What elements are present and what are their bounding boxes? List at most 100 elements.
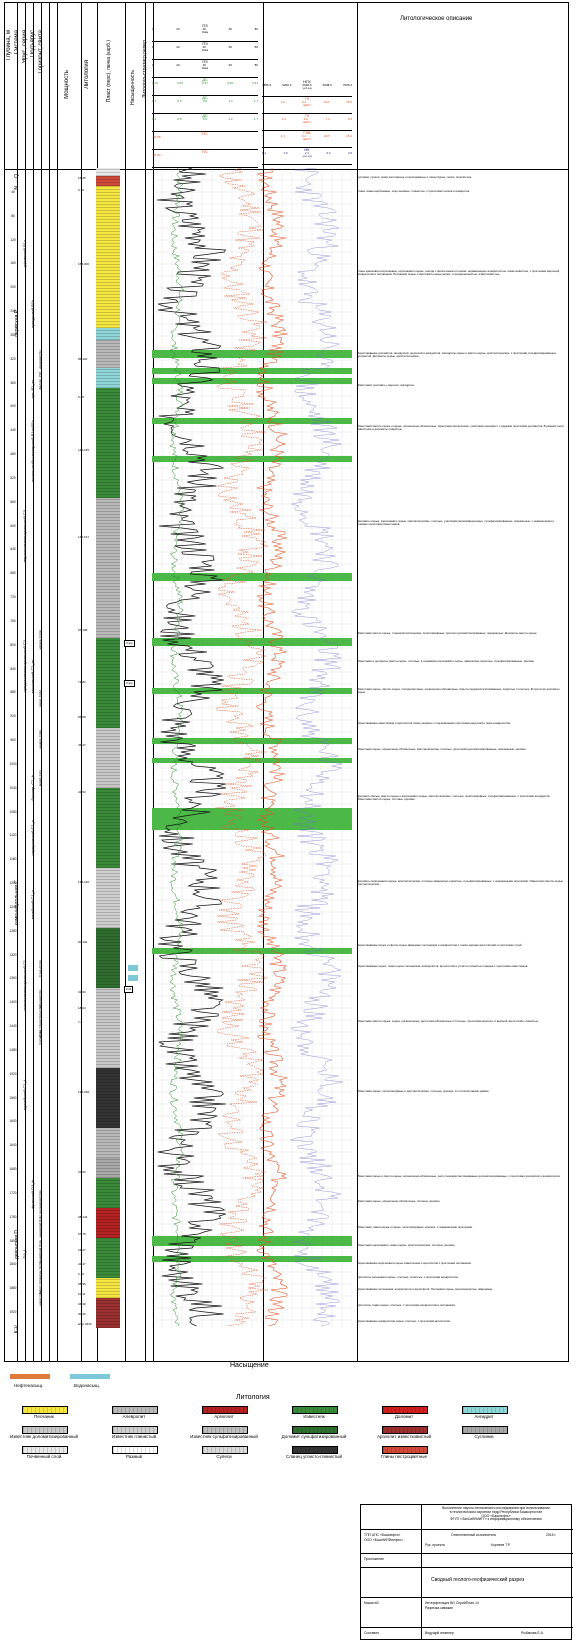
legend-swatch [112, 1426, 158, 1434]
legend-label: Почвенный слой [26, 1454, 62, 1459]
system-kv: K-V [14, 1325, 20, 1334]
thickness-label: 28-144 [78, 1215, 88, 1219]
depth-label: 680 [10, 571, 16, 576]
curve-scale-tick: 0.37 [202, 81, 208, 86]
lithology-legend-title: Литология [236, 1394, 270, 1401]
curve-scale-tick: 0 [262, 134, 264, 139]
system-dev: девонская D [14, 1230, 20, 1260]
neutron-curve [290, 168, 343, 1327]
curve-scale: 1.1 1.6 2.1 3.2 3.5 [262, 152, 352, 155]
substage-label: башкир. C2_b [30, 775, 35, 801]
curve-header-row: ГК 0 3.4 6.8 7.2 9.6 мкР/ч [262, 113, 352, 131]
col-litho-strat-title: Литолого-стратигр.репер [142, 40, 148, 99]
horizon-label: подол. C2pd [38, 690, 42, 708]
depth-label: 1400 [9, 1000, 17, 1005]
depth-label: 360 [10, 380, 16, 385]
curve-scale-tick: 3.5 [347, 151, 352, 156]
depth-label: 1000 [9, 761, 17, 766]
reservoir-tags: Сзкр [124, 680, 135, 687]
curve-scale-tick: 1.7 [253, 99, 258, 104]
curve-name: ДС [202, 113, 208, 118]
description-text: Известняки светло-серые, серые, органоге… [357, 1019, 539, 1023]
depth-label: 40 [11, 190, 15, 194]
stage-label: франский D3_fr [30, 1180, 35, 1210]
legend-label: Известняк [303, 1414, 325, 1419]
lithology-band [96, 388, 120, 498]
depth-label: 880 [10, 690, 16, 695]
stage-label: верхнекаменноугольный C3 [22, 510, 27, 563]
curve-scale-tick: 1.7 [253, 117, 258, 122]
horizon-label: филлип. P1fl [38, 372, 42, 390]
caliper-curve [169, 168, 185, 1327]
thickness-label: 138-160 [78, 880, 90, 884]
curve-name: НК [304, 147, 310, 152]
title-block: Выполнение научно-технического исследова… [360, 1504, 573, 1640]
reservoir-tag: Сзкр [124, 680, 135, 687]
horizon-label: вороб. D2vr [38, 1278, 42, 1295]
legend-label: Размыв [125, 1454, 143, 1459]
curve-scale-tick: 1.3 [228, 117, 233, 122]
curve-scale-tick: 5692.6 [302, 83, 312, 88]
col-lithology-title: Литология [84, 60, 90, 89]
curve-scale-tick: 1.6 [283, 151, 288, 156]
curve-unit: Омм [201, 66, 209, 71]
substage-label: серпуховский C1_s [30, 820, 35, 856]
legend-label: Сланец углисто-глинистый [285, 1454, 343, 1459]
description-text: Аргиллиты темно-серые, плотные, с просло… [357, 1303, 456, 1307]
legend-label: Супеси [216, 1454, 232, 1459]
reservoir-tags: Сзкр [124, 640, 135, 647]
legend-label: Глины пестроцветные [380, 1454, 428, 1459]
curve-scale-tick: 13.8 [323, 134, 330, 139]
curve-unit: мкР/ч [303, 120, 311, 125]
curve-scale-tick: 0.13 [152, 81, 158, 86]
reservoir-tag: Сзб [124, 986, 134, 993]
lithology-band [96, 638, 120, 728]
well-line-2: Разрезка скважин [425, 1606, 454, 1610]
curve-scale-tick: 18.4 [346, 100, 352, 105]
marker-bed [152, 418, 352, 424]
curve-scale-tick: 2.1 [304, 151, 310, 156]
curve-scale-tick: 80 [254, 45, 258, 50]
depth-label: 320 [10, 356, 16, 361]
water-swatch [70, 1374, 110, 1379]
legend-swatch [292, 1446, 338, 1454]
description-text: Известняки коричневато-темно-серые, крис… [357, 1243, 456, 1247]
description-text: Известняки темно-серые и серые, пелитомо… [357, 1225, 473, 1229]
name-2: Корнеев Т.Р. [491, 1543, 511, 1547]
col-thickness-title: Мощность [64, 70, 70, 99]
depth-label: 1840 [9, 1262, 17, 1267]
year: 2015 г. [546, 1533, 557, 1537]
description-text: Известняки серые, органогенно-обломочные… [357, 747, 527, 751]
description-text: Доломиты коричневато-серые, кристалличес… [357, 879, 564, 887]
legend-swatch [462, 1406, 508, 1414]
curve-unit: Омм [201, 30, 209, 35]
depth-label: 760 [10, 618, 16, 623]
depth-label: 280 [10, 332, 16, 337]
oil-swatch [10, 1374, 50, 1379]
description-text: Суглинки, супеси, пески желтоватые и кор… [357, 175, 473, 179]
legend-swatch [382, 1406, 428, 1414]
description-text: Переслаивание серых, темно-серых песчани… [357, 964, 529, 968]
sp-curve [215, 168, 269, 1327]
lithology-band [96, 1178, 120, 1208]
reservoir-tag: Сзкр [124, 640, 135, 647]
water-sat-block [128, 965, 138, 971]
col-saturation-title: Насыщенность [130, 70, 136, 106]
description-text: Известняки серые и светло-серые, органог… [357, 1174, 561, 1178]
horizon-label: пашийский D3ps [38, 1240, 42, 1264]
horizon-label: C1bb+C1rd [38, 1005, 42, 1021]
curve-scale-tick: 0.9 [202, 117, 208, 122]
description-text: Известняки светло-серые, тонкокристаллич… [357, 631, 538, 635]
depth-label: 1760 [9, 1214, 17, 1219]
description-text: Известняки, доломиты, мергели, ангидриты… [357, 383, 415, 387]
resistivity-curve [156, 168, 227, 1327]
curve-scale-tick: 0.49 [227, 81, 233, 86]
depth-label: 1480 [9, 1047, 17, 1052]
curve-header-row: ГКВ 0 4.6 9.2 13.8 18.4 мкР/ч [262, 130, 352, 148]
depth-label: 1800 [9, 1238, 17, 1243]
curve-scale-tick: 9.2 [301, 100, 307, 105]
thickness-label: 28-35 [78, 1282, 86, 1286]
curve-scale-tick: 0.61 [252, 81, 258, 86]
curve-scale-tick: 80 [254, 27, 258, 32]
col-depth-title: Глубина, м [6, 30, 12, 61]
